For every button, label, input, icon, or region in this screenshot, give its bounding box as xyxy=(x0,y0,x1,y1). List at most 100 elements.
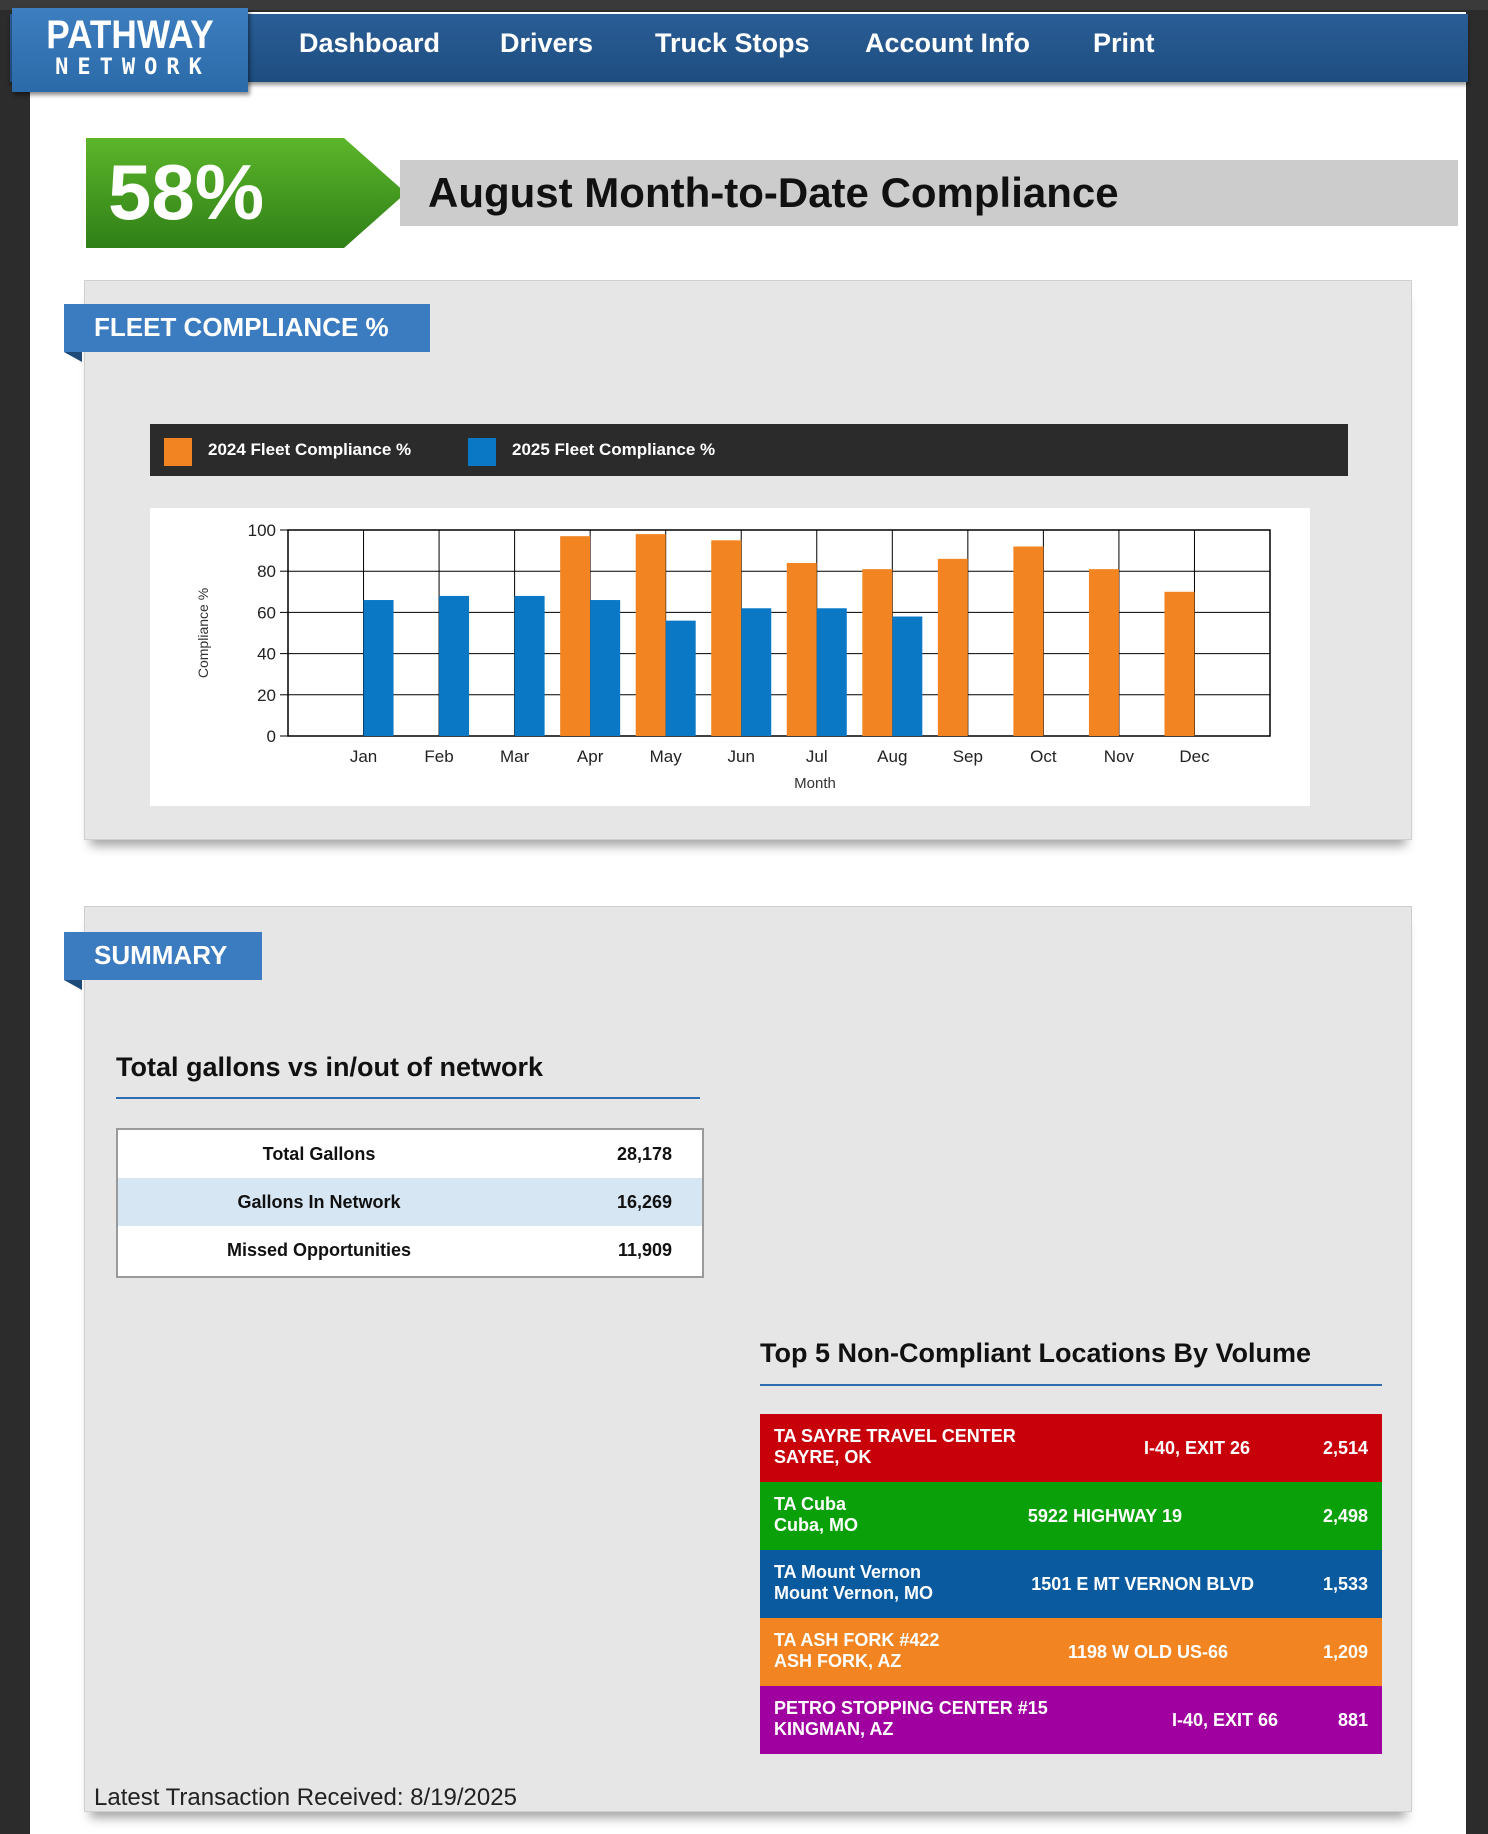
nav-truck-stops[interactable]: Truck Stops xyxy=(655,28,810,58)
gallons-value: 11,909 xyxy=(617,1240,672,1260)
y-tick-label: 100 xyxy=(248,521,276,540)
location-row[interactable]: PETRO STOPPING CENTER #15 KINGMAN, AZ I-4… xyxy=(760,1686,1382,1754)
location-city: Cuba, MO xyxy=(774,1515,858,1535)
nav-drivers[interactable]: Drivers xyxy=(500,28,594,58)
gallons-label: Missed Opportunities xyxy=(226,1240,412,1260)
x-tick-label: Jan xyxy=(350,747,377,766)
bar-2025 xyxy=(590,600,621,736)
bar-2025 xyxy=(741,608,772,736)
y-tick-label: 60 xyxy=(257,603,276,622)
location-name: TA Mount Vernon xyxy=(774,1562,921,1582)
bar-2024 xyxy=(786,562,817,736)
bar-2025 xyxy=(514,595,545,736)
summary-ribbon: SUMMARY xyxy=(64,932,262,990)
location-city: Mount Vernon, MO xyxy=(774,1583,933,1603)
table-row: Total Gallons 28,178 xyxy=(118,1130,702,1178)
fleet-compliance-ribbon: FLEET COMPLIANCE % xyxy=(64,304,430,362)
nav-bar xyxy=(10,14,1468,82)
location-volume: 1,533 xyxy=(1322,1574,1368,1594)
legend-swatch-2025 xyxy=(468,438,496,466)
bar-2024 xyxy=(1013,546,1044,736)
location-volume: 2,498 xyxy=(1322,1506,1368,1526)
bar-2024 xyxy=(862,569,893,736)
x-tick-label: Nov xyxy=(1104,747,1135,766)
bar-2024 xyxy=(635,534,666,736)
compliance-title-strip xyxy=(400,160,1458,226)
location-row[interactable]: TA Cuba Cuba, MO 5922 HIGHWAY 19 2,498 xyxy=(760,1482,1382,1550)
location-row[interactable]: TA Mount Vernon Mount Vernon, MO 1501 E M… xyxy=(760,1550,1382,1618)
table-row: Missed Opportunities 11,909 xyxy=(118,1226,702,1274)
bar-2025 xyxy=(363,600,394,736)
location-city: SAYRE, OK xyxy=(774,1447,872,1467)
bar-2025 xyxy=(892,616,923,736)
x-tick-label: Aug xyxy=(877,747,907,766)
brand-line-1: PATHWAY xyxy=(46,13,214,57)
locations-section-title: Top 5 Non-Compliant Locations By Volume xyxy=(760,1338,1312,1368)
y-tick-label: 40 xyxy=(257,645,276,664)
location-address: 1501 E MT VERNON BLVD xyxy=(1031,1574,1254,1594)
y-tick-label: 0 xyxy=(267,727,276,746)
brand-logo[interactable]: PATHWAY NETWORK xyxy=(12,8,248,92)
legend-label-2025: 2025 Fleet Compliance % xyxy=(512,440,716,459)
bar-2024 xyxy=(1164,591,1195,736)
bar-2025 xyxy=(439,595,470,736)
window-top-edge xyxy=(0,0,1488,10)
location-address: 5922 HIGHWAY 19 xyxy=(1027,1506,1182,1526)
gallons-value: 28,178 xyxy=(616,1144,672,1164)
x-tick-label: Mar xyxy=(500,747,530,766)
nav-account-info[interactable]: Account Info xyxy=(865,28,1030,58)
bar-2025 xyxy=(665,620,696,736)
locations-title-rule xyxy=(760,1384,1382,1386)
compliance-arrow-badge xyxy=(86,138,406,248)
compliance-title: August Month-to-Date Compliance xyxy=(428,169,1119,216)
location-volume: 1,209 xyxy=(1322,1642,1368,1662)
location-name: TA ASH FORK #422 xyxy=(774,1630,940,1650)
location-volume: 2,514 xyxy=(1322,1438,1368,1458)
legend-swatch-2024 xyxy=(164,438,192,466)
bar-2024 xyxy=(937,558,968,736)
latest-transaction: Latest Transaction Received: 8/19/2025 xyxy=(94,1784,517,1811)
nav-dashboard[interactable]: Dashboard xyxy=(299,28,441,58)
nav-print[interactable]: Print xyxy=(1093,28,1155,58)
x-tick-label: Sep xyxy=(953,747,983,766)
bar-2024 xyxy=(711,540,742,736)
location-name: TA SAYRE TRAVEL CENTER xyxy=(774,1426,1016,1446)
chart-area: 0 20 40 60 80 100 Jan Feb Mar Apr May Jun Jul Aug Sep O… xyxy=(150,508,1310,806)
location-row[interactable]: TA SAYRE TRAVEL CENTER SAYRE, OK I-40, EX… xyxy=(760,1414,1382,1482)
y-tick-label: 80 xyxy=(257,562,276,581)
compliance-bar-chart: 0 20 40 60 80 100 Jan Feb Mar Apr May Jun Jul Aug Sep O… xyxy=(195,521,1271,792)
location-name: TA Cuba xyxy=(774,1494,846,1514)
x-tick-label: Feb xyxy=(424,747,453,766)
location-volume: 881 xyxy=(1337,1710,1368,1730)
bar-2025 xyxy=(816,608,847,736)
y-axis-label: Compliance % xyxy=(195,588,211,678)
compliance-percent: 58% xyxy=(108,148,265,236)
gallons-section-title: Total gallons vs in/out of network xyxy=(116,1052,544,1082)
table-row: Gallons In Network 16,269 xyxy=(118,1178,702,1226)
y-tick-label: 20 xyxy=(257,686,276,705)
location-city: KINGMAN, AZ xyxy=(774,1719,894,1739)
location-city: ASH FORK, AZ xyxy=(774,1651,902,1671)
gallons-table: Total Gallons 28,178 Gallons In Network … xyxy=(116,1128,704,1278)
chart-legend: 2024 Fleet Compliance % 2025 Fleet Compl… xyxy=(150,424,1348,476)
bar-2024 xyxy=(560,536,591,736)
x-tick-label: Dec xyxy=(1179,747,1210,766)
location-address: I-40, EXIT 66 xyxy=(1171,1710,1278,1730)
location-address: I-40, EXIT 26 xyxy=(1143,1438,1250,1458)
plot-frame xyxy=(287,529,1271,737)
gallons-label: Total Gallons xyxy=(262,1144,376,1164)
gallons-title-rule xyxy=(116,1097,700,1099)
location-row[interactable]: TA ASH FORK #422 ASH FORK, AZ 1198 W OLD … xyxy=(760,1618,1382,1686)
x-tick-label: Oct xyxy=(1030,747,1057,766)
x-axis-label: Month xyxy=(794,775,836,792)
bar-2024 xyxy=(1088,569,1119,736)
x-tick-label: Jun xyxy=(728,747,755,766)
location-address: 1198 W OLD US-66 xyxy=(1067,1642,1228,1662)
legend-label-2024: 2024 Fleet Compliance % xyxy=(208,440,412,459)
gallons-label: Gallons In Network xyxy=(237,1192,401,1212)
x-tick-label: May xyxy=(650,747,683,766)
x-tick-label: Apr xyxy=(577,747,604,766)
gallons-value: 16,269 xyxy=(616,1192,672,1212)
x-tick-label: Jul xyxy=(806,747,828,766)
location-name: PETRO STOPPING CENTER #15 xyxy=(774,1698,1048,1718)
